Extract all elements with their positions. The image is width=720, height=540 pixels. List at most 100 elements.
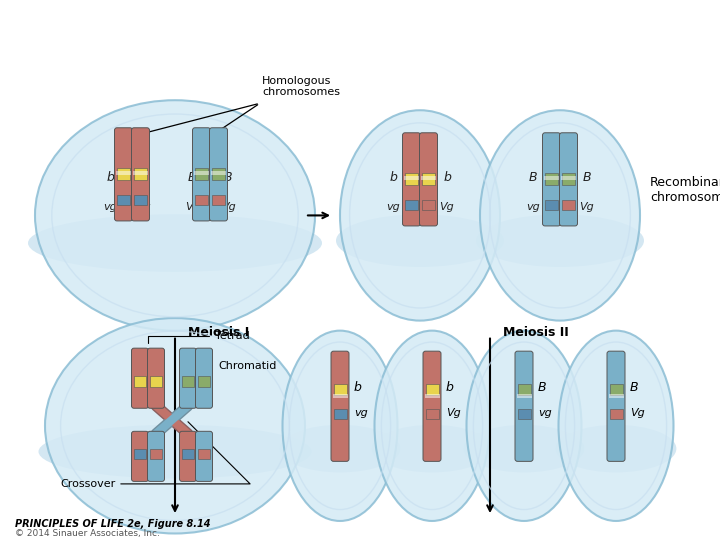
Bar (117, 195, 130, 205)
Bar (198, 376, 210, 387)
Text: B: B (582, 171, 591, 184)
Text: © 2014 Sinauer Associates, Inc.: © 2014 Sinauer Associates, Inc. (15, 530, 160, 538)
Text: vg: vg (538, 408, 552, 418)
Bar (610, 384, 623, 395)
Bar (198, 449, 210, 459)
FancyBboxPatch shape (132, 431, 148, 481)
Bar (518, 409, 531, 419)
Bar (404, 177, 419, 180)
Text: B: B (188, 171, 197, 184)
Text: vg: vg (354, 408, 368, 418)
Ellipse shape (45, 318, 305, 534)
FancyBboxPatch shape (559, 133, 577, 226)
FancyBboxPatch shape (196, 348, 212, 408)
Text: Meiosis II: Meiosis II (503, 326, 569, 339)
FancyBboxPatch shape (607, 351, 625, 461)
FancyBboxPatch shape (179, 431, 197, 481)
Text: Homologous
chromosomes: Homologous chromosomes (262, 76, 340, 97)
Ellipse shape (372, 425, 492, 472)
FancyBboxPatch shape (210, 128, 228, 221)
Ellipse shape (28, 214, 322, 272)
Text: Figure 8.14  Crossing Over Results in Genetic Recombination: Figure 8.14 Crossing Over Results in Gen… (9, 12, 454, 27)
FancyBboxPatch shape (148, 348, 164, 408)
Bar (212, 168, 225, 180)
Bar (134, 449, 146, 459)
FancyBboxPatch shape (423, 351, 441, 461)
FancyBboxPatch shape (420, 133, 438, 226)
FancyBboxPatch shape (542, 133, 560, 226)
Bar (134, 376, 146, 387)
Text: B: B (224, 171, 233, 184)
Ellipse shape (340, 110, 500, 321)
Ellipse shape (282, 330, 397, 521)
Bar (608, 394, 624, 398)
Text: Vg: Vg (220, 202, 235, 212)
Text: vg: vg (526, 202, 540, 212)
Text: Chromatid: Chromatid (212, 361, 276, 370)
Bar (134, 195, 147, 205)
FancyBboxPatch shape (148, 431, 164, 481)
Text: b: b (446, 381, 454, 394)
FancyBboxPatch shape (515, 351, 533, 461)
Bar (134, 168, 147, 180)
Text: Meiosis I: Meiosis I (188, 326, 249, 339)
Text: Vg: Vg (440, 202, 454, 212)
Bar (516, 394, 531, 398)
FancyBboxPatch shape (402, 133, 420, 226)
Bar (545, 173, 558, 185)
Bar (422, 200, 435, 211)
Ellipse shape (476, 214, 644, 267)
Ellipse shape (279, 425, 400, 472)
Bar (333, 394, 348, 398)
Bar (405, 173, 418, 185)
Text: vg: vg (137, 202, 151, 212)
FancyBboxPatch shape (132, 348, 148, 408)
Bar (195, 195, 208, 205)
Bar (545, 200, 558, 211)
Bar (426, 409, 438, 419)
Text: B: B (630, 381, 639, 394)
Text: B: B (528, 171, 537, 184)
FancyBboxPatch shape (192, 128, 210, 221)
Text: b: b (389, 171, 397, 184)
Bar (561, 177, 576, 180)
FancyBboxPatch shape (132, 128, 150, 221)
Bar (211, 171, 226, 176)
Bar (133, 171, 148, 176)
FancyBboxPatch shape (331, 351, 349, 461)
Ellipse shape (467, 330, 582, 521)
Ellipse shape (464, 425, 585, 472)
Bar (150, 376, 162, 387)
Text: Crossover: Crossover (60, 422, 250, 489)
Ellipse shape (336, 214, 504, 267)
Ellipse shape (556, 425, 676, 472)
Bar (182, 449, 194, 459)
Bar (194, 171, 209, 176)
Ellipse shape (38, 425, 312, 478)
Bar (182, 376, 194, 387)
FancyBboxPatch shape (114, 128, 132, 221)
Bar (610, 409, 623, 419)
Text: b: b (443, 171, 451, 184)
Text: PRINCIPLES OF LIFE 2e, Figure 8.14: PRINCIPLES OF LIFE 2e, Figure 8.14 (15, 519, 210, 529)
Text: Vg: Vg (184, 202, 199, 212)
Text: Vg: Vg (446, 408, 461, 418)
Bar (116, 171, 131, 176)
Text: Vg: Vg (630, 408, 644, 418)
Text: b: b (140, 171, 148, 184)
Text: b: b (106, 171, 114, 184)
Text: vg: vg (386, 202, 400, 212)
Bar (117, 168, 130, 180)
Bar (422, 173, 435, 185)
Text: b: b (354, 381, 362, 394)
FancyBboxPatch shape (179, 348, 197, 408)
Bar (421, 177, 436, 180)
Text: vg: vg (103, 202, 117, 212)
Bar (544, 177, 559, 180)
Bar (212, 195, 225, 205)
Text: Recombinant
chromosomes: Recombinant chromosomes (650, 177, 720, 204)
Bar (518, 384, 531, 395)
Text: B: B (538, 381, 546, 394)
Ellipse shape (559, 330, 673, 521)
Text: Vg: Vg (580, 202, 595, 212)
